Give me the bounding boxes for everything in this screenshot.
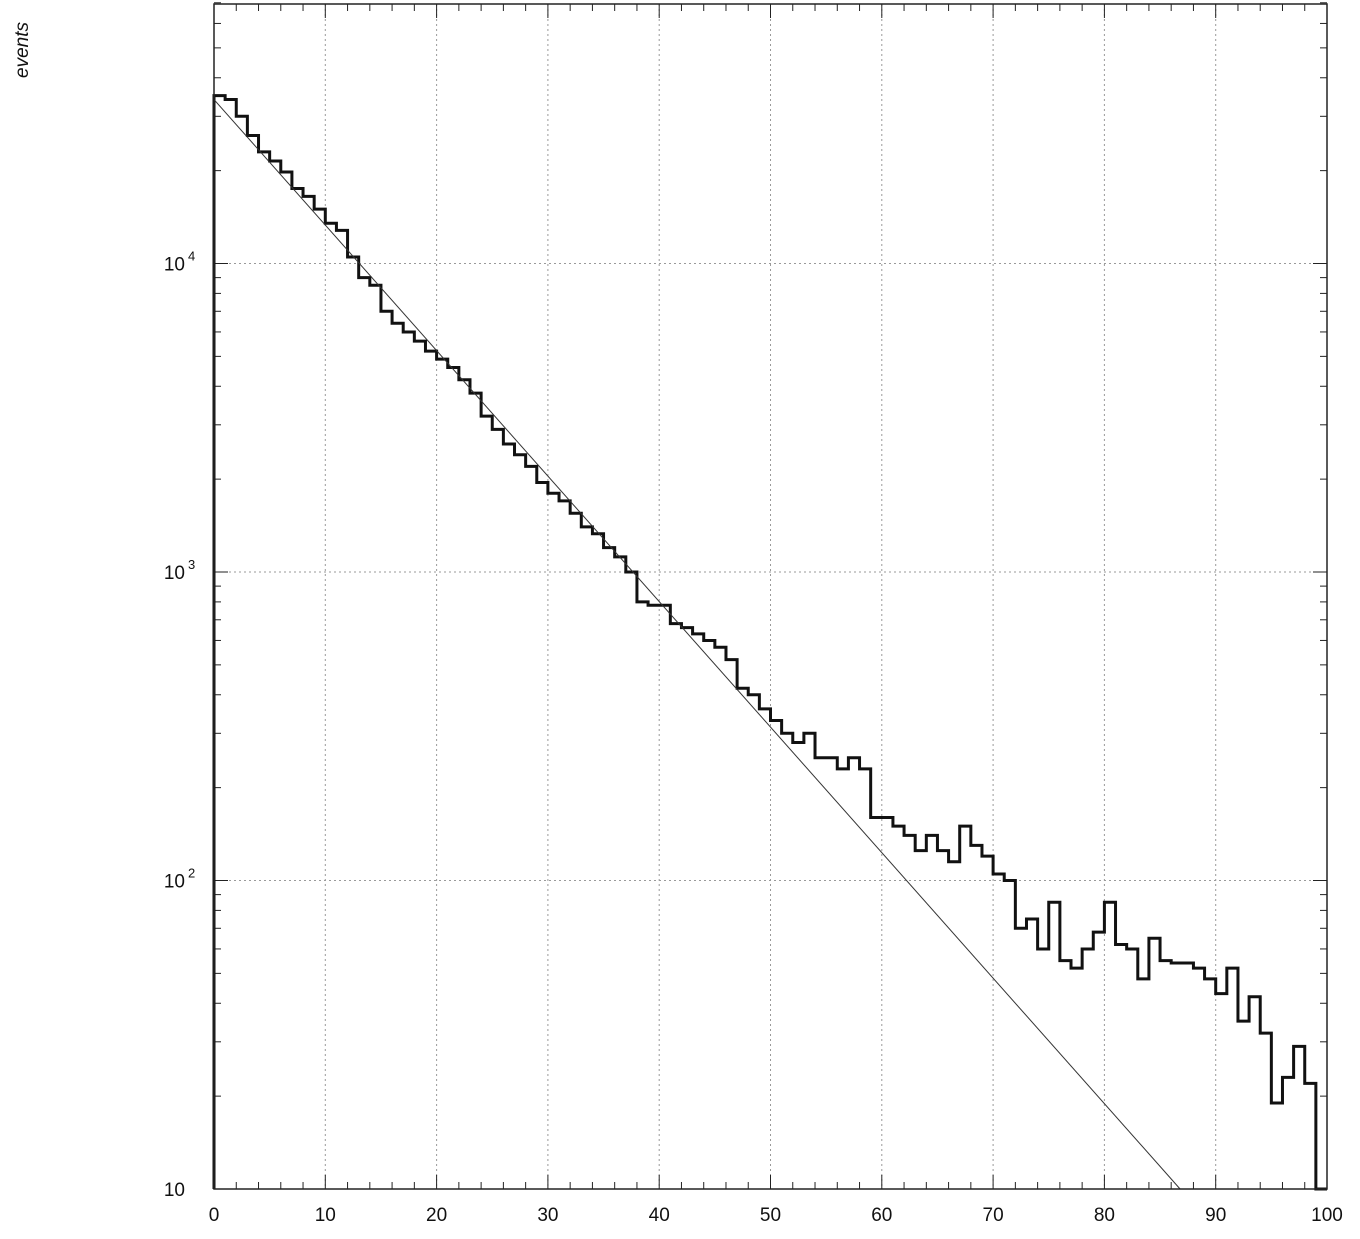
x-tick-label: 90 (1205, 1205, 1226, 1226)
x-tick-label: 50 (760, 1205, 781, 1226)
x-tick-label: 30 (537, 1205, 558, 1226)
grid (214, 4, 1327, 1189)
y-tick-exponent: 4 (188, 249, 195, 264)
y-tick-exponent: 3 (188, 557, 195, 572)
plot-area (212, 94, 1327, 1191)
x-tick-label: 40 (649, 1205, 670, 1226)
y-axis-label: events (12, 22, 33, 78)
y-tick-label: 10 (164, 563, 185, 584)
y-tick-exponent: 2 (188, 866, 195, 881)
x-tick-label: 10 (315, 1205, 336, 1226)
y-tick-label: 10 (164, 255, 185, 276)
y-tick-label: 10 (164, 1180, 185, 1201)
y-tick-label: 10 (164, 872, 185, 893)
plot-frame (213, 3, 1328, 1190)
x-tick-label: 60 (871, 1205, 892, 1226)
x-tick-label: 100 (1311, 1205, 1343, 1226)
x-tick-label: 20 (426, 1205, 447, 1226)
histogram-series (212, 94, 1327, 1191)
fit-line (213, 99, 1181, 1190)
x-tick-label: 0 (209, 1205, 220, 1226)
x-tick-label: 80 (1094, 1205, 1115, 1226)
x-tick-label: 70 (983, 1205, 1004, 1226)
